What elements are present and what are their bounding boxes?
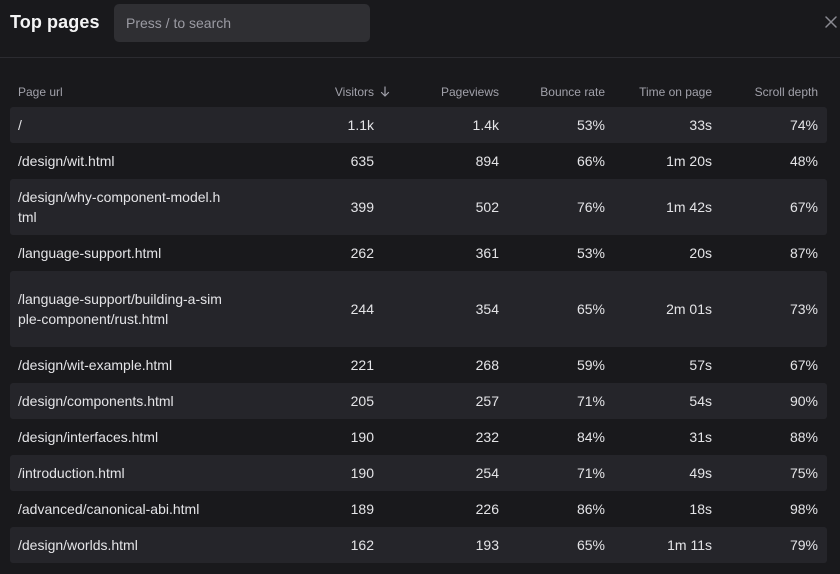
table-row[interactable]: /design/worlds.html 162 193 65% 1m 11s 79% bbox=[10, 527, 827, 563]
column-header-page-url[interactable]: Page url bbox=[18, 85, 63, 99]
pageviews-cell: 232 bbox=[475, 429, 499, 445]
time-on-page-cell: 2m 01s bbox=[666, 301, 712, 317]
scroll-depth-cell: 79% bbox=[789, 537, 818, 553]
pageviews-cell: 354 bbox=[475, 301, 499, 317]
table-header: Page url Visitors Pageviews Bounce rate … bbox=[10, 74, 827, 107]
scroll-depth-cell: 87% bbox=[789, 245, 818, 261]
bounce-rate-cell: 76% bbox=[576, 199, 605, 215]
pageviews-cell: 226 bbox=[475, 501, 499, 517]
visitors-cell: 221 bbox=[350, 357, 374, 373]
time-on-page-cell: 49s bbox=[689, 465, 712, 481]
time-on-page-cell: 33s bbox=[689, 117, 712, 133]
table-row[interactable]: /language-support/building-a-simple-comp… bbox=[10, 271, 827, 347]
column-header-time-on-page[interactable]: Time on page bbox=[639, 85, 712, 99]
time-on-page-cell: 1m 42s bbox=[666, 199, 712, 215]
table-row[interactable]: /advanced/canonical-abi.html 189 226 86% 18s… bbox=[10, 491, 827, 527]
pageviews-cell: 257 bbox=[475, 393, 499, 409]
column-header-visitors[interactable]: Visitors bbox=[334, 85, 374, 99]
page-url-cell[interactable]: / bbox=[18, 117, 22, 133]
page-url-cell[interactable]: /design/worlds.html bbox=[18, 537, 138, 553]
visitors-cell: 244 bbox=[350, 301, 374, 317]
page-url-cell[interactable]: /design/why-component-model.html bbox=[18, 189, 221, 225]
table-row[interactable]: /design/wit-example.html 221 268 59% 57s 67% bbox=[10, 347, 827, 383]
pageviews-cell: 894 bbox=[475, 153, 499, 169]
bounce-rate-cell: 65% bbox=[576, 301, 605, 317]
bounce-rate-cell: 53% bbox=[576, 245, 605, 261]
visitors-cell: 399 bbox=[350, 199, 374, 215]
page-url-cell[interactable]: /design/interfaces.html bbox=[18, 429, 159, 445]
page-url-cell[interactable]: /design/wit-example.html bbox=[18, 357, 173, 373]
scroll-depth-cell: 88% bbox=[789, 429, 818, 445]
pageviews-cell: 361 bbox=[475, 245, 499, 261]
bounce-rate-cell: 84% bbox=[576, 429, 605, 445]
pageviews-cell: 268 bbox=[475, 357, 499, 373]
scroll-depth-cell: 74% bbox=[789, 117, 818, 133]
time-on-page-cell: 18s bbox=[689, 501, 712, 517]
page-url-cell[interactable]: /introduction.html bbox=[18, 465, 125, 481]
time-on-page-cell: 54s bbox=[689, 393, 712, 409]
scroll-depth-cell: 67% bbox=[789, 357, 818, 373]
scroll-depth-cell: 73% bbox=[789, 301, 818, 317]
time-on-page-cell: 1m 11s bbox=[667, 537, 712, 553]
visitors-cell: 262 bbox=[350, 245, 374, 261]
pageviews-cell: 502 bbox=[475, 199, 499, 215]
time-on-page-cell: 1m 20s bbox=[666, 153, 712, 169]
visitors-cell: 190 bbox=[350, 429, 374, 445]
visitors-cell: 189 bbox=[350, 501, 374, 517]
pageviews-cell: 1.4k bbox=[472, 117, 499, 133]
page-url-cell[interactable]: /design/components.html bbox=[18, 393, 174, 409]
bounce-rate-cell: 59% bbox=[576, 357, 605, 373]
time-on-page-cell: 57s bbox=[689, 357, 712, 373]
visitors-cell: 635 bbox=[350, 153, 374, 169]
time-on-page-cell: 31s bbox=[689, 429, 712, 445]
table-row[interactable]: /design/why-component-model.html 399 502 76… bbox=[10, 179, 827, 235]
table-row[interactable]: /design/interfaces.html 190 232 84% 31s 88% bbox=[10, 419, 827, 455]
close-icon[interactable] bbox=[822, 13, 840, 31]
table-row[interactable]: / 1.1k 1.4k 53% 33s 74% bbox=[10, 107, 827, 143]
bounce-rate-cell: 53% bbox=[576, 117, 605, 133]
visitors-cell: 205 bbox=[350, 393, 374, 409]
visitors-cell: 1.1k bbox=[347, 117, 374, 133]
search-input[interactable] bbox=[114, 4, 370, 42]
visitors-cell: 162 bbox=[350, 537, 374, 553]
page-url-cell[interactable]: /language-support.html bbox=[18, 245, 162, 261]
modal-title: Top pages bbox=[10, 12, 100, 32]
scroll-depth-cell: 90% bbox=[789, 393, 818, 409]
visitors-cell: 190 bbox=[350, 465, 374, 481]
table-body: / 1.1k 1.4k 53% 33s 74% /design/wit.html 635 894… bbox=[10, 107, 827, 563]
scroll-depth-cell: 98% bbox=[789, 501, 818, 517]
scroll-depth-cell: 67% bbox=[789, 199, 818, 215]
bounce-rate-cell: 66% bbox=[576, 153, 605, 169]
scroll-depth-cell: 48% bbox=[789, 153, 818, 169]
time-on-page-cell: 20s bbox=[689, 245, 712, 261]
scroll-depth-cell: 75% bbox=[789, 465, 818, 481]
pageviews-cell: 193 bbox=[475, 537, 499, 553]
pageviews-cell: 254 bbox=[475, 465, 499, 481]
column-header-bounce-rate[interactable]: Bounce rate bbox=[540, 85, 605, 99]
page-url-cell[interactable]: /design/wit.html bbox=[18, 153, 115, 169]
arrow-down-icon[interactable] bbox=[380, 86, 390, 101]
column-header-scroll-depth[interactable]: Scroll depth bbox=[754, 85, 818, 99]
table-row[interactable]: /design/components.html 205 257 71% 54s 90% bbox=[10, 383, 827, 419]
bounce-rate-cell: 65% bbox=[576, 537, 605, 553]
bounce-rate-cell: 71% bbox=[576, 393, 605, 409]
page-url-cell[interactable]: /advanced/canonical-abi.html bbox=[18, 501, 200, 517]
bounce-rate-cell: 86% bbox=[576, 501, 605, 517]
table-row[interactable]: /introduction.html 190 254 71% 49s 75% bbox=[10, 455, 827, 491]
table-row[interactable]: /language-support.html 262 361 53% 20s 87% bbox=[10, 235, 827, 271]
bounce-rate-cell: 71% bbox=[576, 465, 605, 481]
modal-header: Top pages bbox=[0, 0, 840, 58]
page-url-cell[interactable]: /language-support/building-a-simple-comp… bbox=[18, 291, 222, 327]
top-pages-table: Page url Visitors Pageviews Bounce rate … bbox=[10, 74, 827, 563]
table-row[interactable]: /design/wit.html 635 894 66% 1m 20s 48% bbox=[10, 143, 827, 179]
column-header-pageviews[interactable]: Pageviews bbox=[440, 85, 499, 99]
